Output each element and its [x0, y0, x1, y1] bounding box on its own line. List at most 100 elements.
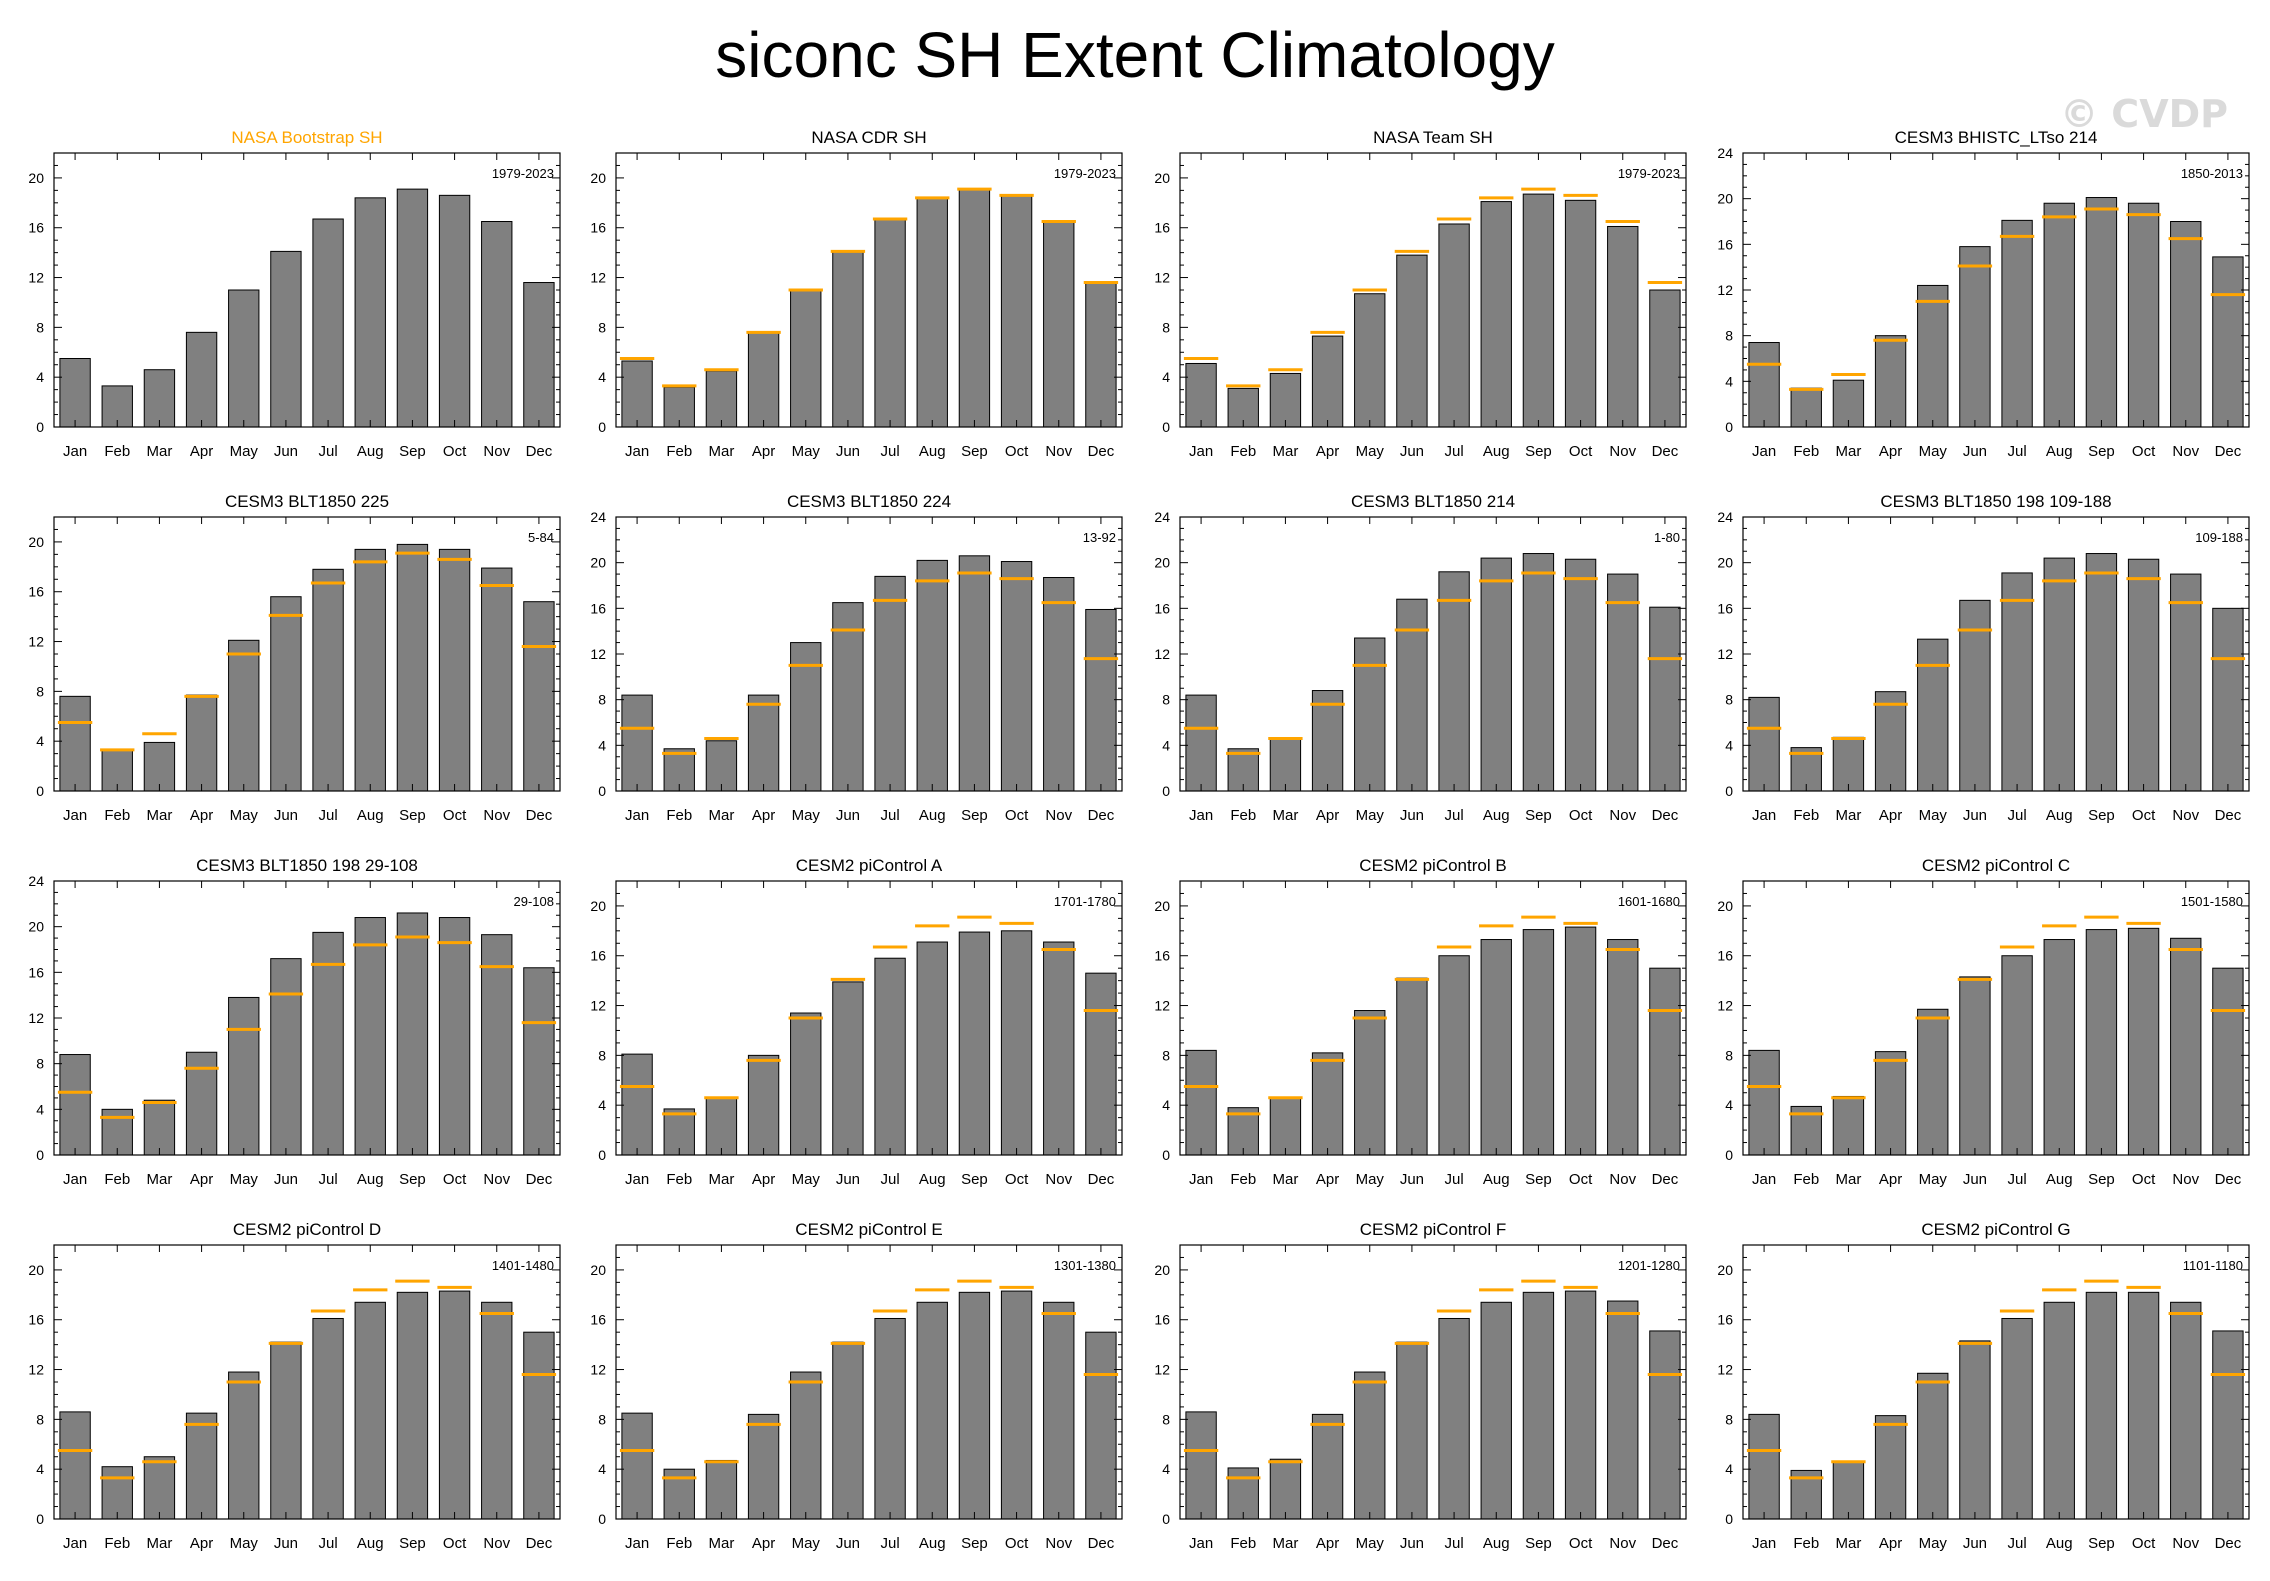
bar [874, 575, 906, 792]
bar [2001, 219, 2033, 428]
bar [438, 548, 471, 792]
x-tick-label: Apr [190, 443, 213, 460]
x-tick-label: Jul [880, 443, 899, 460]
bar [59, 358, 91, 428]
bar [790, 1371, 822, 1520]
bar [1564, 558, 1597, 792]
bar [2085, 197, 2118, 428]
y-tick-label: 20 [1717, 555, 1733, 571]
x-tick-label: Jul [318, 1171, 337, 1188]
period-label: 1701-1780 [1054, 894, 1116, 909]
x-tick-label: Aug [919, 443, 946, 460]
bar [1396, 598, 1428, 792]
bar [1959, 246, 1991, 428]
x-tick-label: Jul [318, 807, 337, 824]
y-tick-label: 20 [28, 534, 44, 550]
bar [523, 967, 555, 1156]
bar [1043, 941, 1075, 1156]
y-tick-label: 8 [1725, 1411, 1733, 1427]
bar [1000, 930, 1033, 1156]
x-tick-label: Jun [1963, 443, 1987, 460]
y-tick-label: 8 [1725, 328, 1733, 344]
bar [2043, 939, 2075, 1156]
x-tick-label: Mar [708, 443, 734, 460]
y-tick-label: 20 [1717, 898, 1733, 914]
bar [1917, 1372, 1949, 1520]
bar [1874, 1051, 1907, 1156]
y-tick-label: 0 [598, 419, 606, 435]
chart-panel: NASA Bootstrap SH 1979-2023 0 4 8 12 16 20 Jan Fe… [28, 128, 561, 460]
x-tick-label: Jun [274, 1535, 298, 1552]
x-tick-label: Oct [1005, 1171, 1029, 1188]
period-label: 109-188 [2195, 530, 2243, 545]
x-tick-label: May [230, 807, 259, 824]
bar [59, 1054, 91, 1156]
bar [59, 1411, 91, 1520]
y-tick-label: 8 [1162, 692, 1170, 708]
bar [2085, 929, 2118, 1156]
bar [396, 188, 429, 428]
bar [1185, 1049, 1217, 1156]
bar [747, 1413, 780, 1520]
bar [2085, 553, 2118, 792]
period-label: 1979-2023 [492, 166, 554, 181]
x-tick-label: Dec [1652, 807, 1679, 824]
x-tick-label: May [1919, 1171, 1948, 1188]
bar [1354, 1010, 1386, 1156]
x-tick-label: May [1919, 443, 1948, 460]
x-tick-label: Mar [708, 807, 734, 824]
bar [874, 218, 906, 428]
bar [621, 1053, 653, 1156]
x-tick-label: Oct [1005, 1535, 1029, 1552]
panel-title: CESM3 BLT1850 198 109-188 [1880, 492, 2111, 511]
bar [2170, 221, 2202, 428]
bar [832, 1341, 864, 1520]
y-tick-label: 16 [1154, 220, 1170, 236]
bar [1480, 1301, 1512, 1520]
x-tick-label: Mar [708, 1171, 734, 1188]
x-tick-label: Apr [1316, 443, 1339, 460]
y-tick-label: 12 [1717, 998, 1733, 1014]
y-tick-label: 16 [590, 1312, 606, 1328]
period-label: 1101-1180 [2183, 1258, 2243, 1273]
y-tick-label: 8 [36, 1411, 44, 1427]
bar [2212, 256, 2244, 428]
bar [1832, 379, 1865, 428]
y-tick-label: 8 [1162, 319, 1170, 335]
y-tick-label: 8 [36, 319, 44, 335]
y-tick-label: 8 [1725, 692, 1733, 708]
x-tick-label: Oct [1569, 1171, 1593, 1188]
bar [481, 567, 513, 792]
y-tick-label: 24 [1717, 509, 1733, 525]
x-tick-label: Jan [63, 1535, 87, 1552]
bar [101, 1466, 133, 1520]
bar [1522, 929, 1555, 1156]
bar [438, 194, 471, 428]
bar [481, 1301, 513, 1520]
x-tick-label: Dec [1652, 1171, 1679, 1188]
bar [1043, 1301, 1075, 1520]
bar [1438, 955, 1470, 1156]
bar [1522, 553, 1555, 792]
x-tick-label: Sep [1525, 1535, 1552, 1552]
bar [747, 1054, 780, 1156]
y-tick-label: 16 [1154, 948, 1170, 964]
bar [481, 221, 513, 428]
y-tick-label: 8 [36, 1056, 44, 1072]
y-tick-label: 8 [36, 683, 44, 699]
x-tick-label: Jun [836, 443, 860, 460]
x-tick-label: Nov [483, 807, 510, 824]
bar [2001, 572, 2033, 792]
y-tick-label: 4 [1162, 737, 1170, 753]
x-tick-label: Aug [919, 1535, 946, 1552]
x-tick-label: Dec [1088, 1535, 1115, 1552]
bar [1000, 561, 1033, 792]
bar [438, 917, 471, 1156]
bar [1564, 199, 1597, 428]
x-tick-label: Jan [1752, 443, 1776, 460]
x-tick-label: Apr [1879, 1535, 1902, 1552]
y-tick-label: 24 [28, 873, 44, 889]
bar [2170, 937, 2202, 1156]
bar [832, 602, 864, 792]
bar [832, 981, 864, 1156]
